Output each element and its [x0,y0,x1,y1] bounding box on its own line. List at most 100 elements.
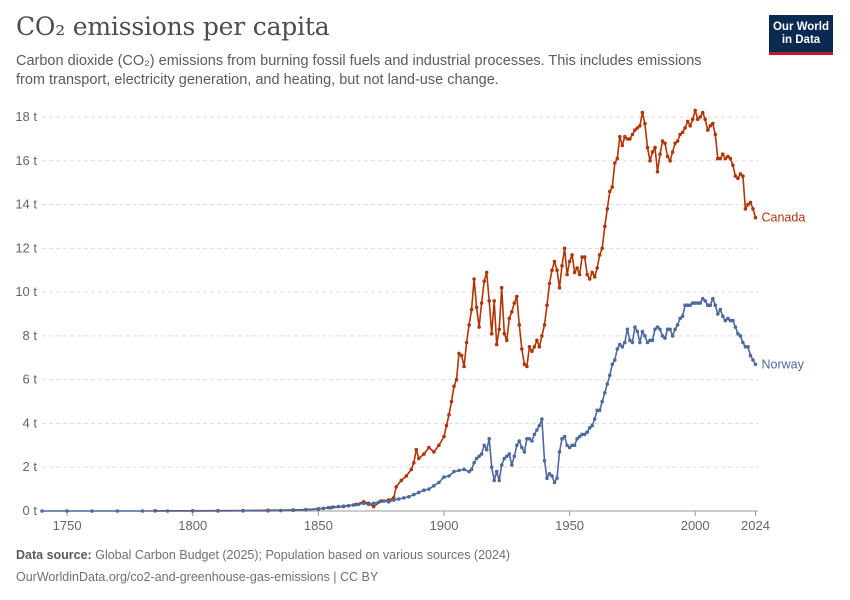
data-point-norway [510,463,514,467]
data-point-canada [545,303,549,307]
data-point-norway [668,327,672,332]
data-point-canada [520,347,524,351]
y-tick-label: 2 t [23,459,38,474]
data-point-canada [685,119,690,124]
data-point-norway [316,507,321,512]
data-point-canada [494,342,499,347]
data-point-norway [703,299,707,303]
data-point-norway [597,408,602,413]
data-point-norway [386,500,391,504]
data-point-norway [472,461,476,465]
data-point-norway [733,325,738,329]
data-point-canada [497,327,502,332]
data-point-norway [165,509,170,513]
data-point-canada [432,450,436,454]
data-point-canada [562,246,567,251]
series-labels: Canada Norway [761,211,805,372]
footer-url[interactable]: OurWorldinData.org/co2-and-greenhouse-ga… [16,570,379,584]
data-point-norway [489,465,494,470]
data-point-norway [728,318,733,323]
data-point-norway [371,501,376,506]
data-point-canada [572,270,577,275]
data-point-canada [587,277,592,281]
data-point-norway [422,488,426,493]
data-point-norway [555,476,559,481]
data-point-norway [505,454,509,459]
data-point-canada [645,145,650,150]
data-point-canada [630,132,635,137]
data-point-norway [499,463,504,467]
data-point-canada [472,277,476,281]
data-point-norway [140,509,145,513]
data-point-norway [407,495,411,499]
data-point-canada [733,174,738,178]
data-point-norway [615,347,620,351]
data-point-norway [580,432,584,437]
data-point-norway [391,498,396,502]
y-tick-label: 14 t [15,197,37,212]
data-point-norway [625,327,630,332]
data-point-norway [663,336,667,340]
data-point-norway [278,508,283,513]
data-point-norway [690,301,695,305]
data-point-norway [304,508,308,512]
y-axis-ticks: 0 t 2 t 4 t 6 t 8 t 10 t 12 t 14 t 16 t 18 t [15,109,37,518]
data-point-canada [550,268,554,272]
data-point-norway [535,428,539,432]
data-point-canada [678,132,682,137]
data-point-canada [670,150,675,154]
data-point-norway [723,318,728,323]
data-point-canada [620,143,625,148]
data-point-norway [738,334,743,338]
data-point-norway [321,506,326,511]
data-point-norway [517,439,522,443]
data-point-canada [474,305,479,310]
data-point-norway [437,480,441,485]
x-tick-label: 1750 [53,518,82,533]
series-lines [40,108,758,513]
data-point-norway [645,340,650,345]
data-point-norway [502,456,507,461]
data-point-canada [746,202,750,207]
data-point-norway [326,505,331,510]
data-point-norway [346,503,351,508]
data-point-canada [673,141,677,146]
data-point-canada [663,141,667,146]
data-point-canada [643,121,647,126]
data-point-canada [711,121,715,126]
data-point-norway [708,303,713,307]
data-point-canada [487,299,492,303]
data-point-canada [444,423,449,428]
data-point-canada [540,334,544,338]
data-point-canada [640,110,645,115]
data-point-canada [753,215,758,220]
data-point-canada [399,478,404,483]
data-point-canada [530,349,534,353]
data-point-norway [522,450,527,454]
data-point-norway [570,443,574,448]
data-point-norway [572,443,577,448]
data-point-canada [683,126,687,130]
data-point-canada [635,126,640,130]
data-point-canada [675,139,680,143]
data-point-norway [575,437,579,441]
y-tick-label: 18 t [15,109,37,124]
data-point-norway [537,423,542,428]
data-point-canada [738,172,743,176]
data-point-norway [741,340,745,345]
owid-logo[interactable]: Our World in Data [769,15,833,55]
data-point-norway [600,399,604,404]
source-text: Global Carbon Budget (2025); Population … [95,548,511,562]
data-point-canada [668,159,672,163]
y-tick-label: 8 t [23,328,38,343]
data-point-canada [653,145,657,150]
data-point-canada [708,124,713,128]
data-point-norway [638,340,642,345]
data-point-canada [482,279,487,283]
data-point-norway [683,303,687,307]
data-point-norway [482,443,487,448]
data-point-norway [512,454,517,459]
data-point-canada [648,159,652,163]
data-point-norway [366,502,371,507]
data-point-norway [643,334,647,338]
